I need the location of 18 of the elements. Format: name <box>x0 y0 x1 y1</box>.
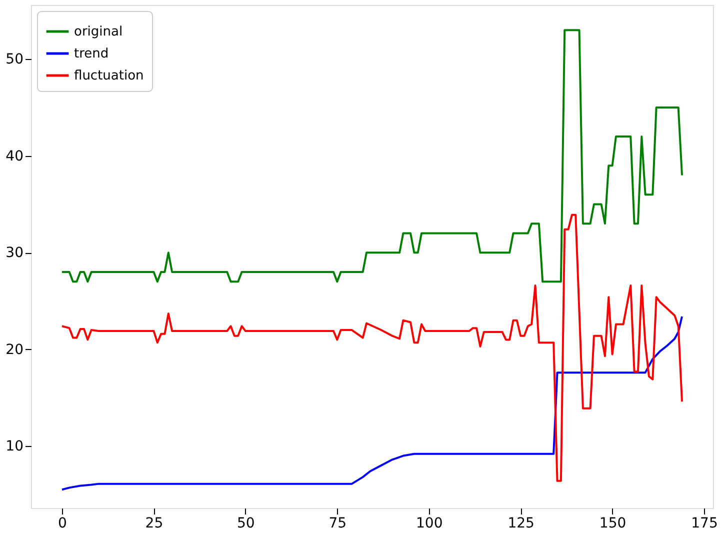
legend-label: fluctuation <box>74 68 144 84</box>
x-tick-label: 100 <box>416 516 443 532</box>
line-series <box>61 214 683 482</box>
y-tick-label: 50 <box>6 52 24 68</box>
x-tick-label: 0 <box>58 516 67 532</box>
legend-label: trend <box>74 46 109 62</box>
x-tick-label: 25 <box>145 516 164 532</box>
line-series <box>61 315 683 491</box>
y-tick-label: 20 <box>6 342 24 358</box>
x-tick-label: 150 <box>599 516 626 532</box>
x-tick-label: 125 <box>508 516 534 532</box>
x-tick-label: 175 <box>691 516 718 532</box>
y-tick-label: 30 <box>6 245 24 262</box>
y-tick-label: 10 <box>6 438 24 455</box>
x-tick-label: 75 <box>328 516 347 532</box>
legend-label: original <box>74 24 123 40</box>
x-tick-label: 50 <box>237 516 255 532</box>
y-tick-label: 40 <box>6 148 24 164</box>
